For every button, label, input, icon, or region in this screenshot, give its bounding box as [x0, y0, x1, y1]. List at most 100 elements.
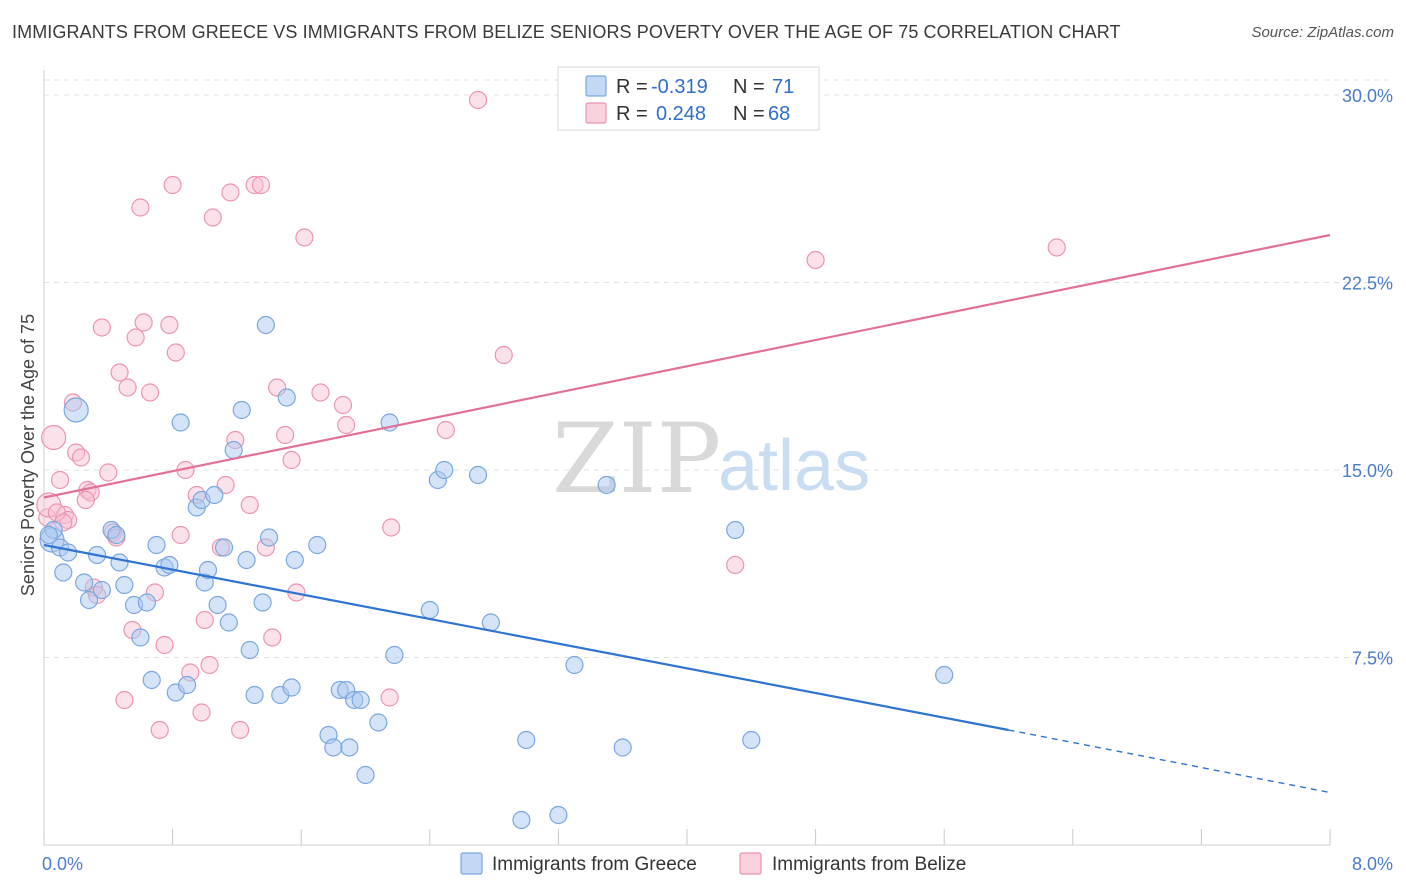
belize-point	[110, 363, 129, 382]
greece-point	[75, 573, 94, 592]
belize-point	[150, 720, 169, 740]
greece-point	[107, 525, 126, 545]
y-tick-label: 15.0%	[1342, 461, 1393, 481]
belize-point	[171, 525, 190, 545]
greece-point	[597, 475, 616, 495]
x-tick-labels: 0.0% 8.0%	[42, 854, 1393, 874]
greece-point	[282, 678, 301, 697]
belize-point	[726, 555, 745, 575]
belize-point	[245, 175, 264, 195]
chart-title: IMMIGRANTS FROM GREECE VS IMMIGRANTS FRO…	[12, 22, 1121, 42]
greece-point	[79, 590, 99, 610]
belize-point	[436, 420, 455, 440]
greece-point	[259, 528, 279, 547]
greece-points	[39, 315, 954, 830]
greece-point	[63, 397, 89, 423]
greece-point	[549, 805, 568, 825]
belize-point	[380, 688, 399, 707]
greece-point	[512, 810, 531, 830]
belize-point	[155, 635, 174, 655]
belize-point	[50, 470, 70, 490]
y-tick-label: 30.0%	[1342, 86, 1393, 106]
belize-r-value: 0.248	[656, 103, 706, 125]
greece-trend-extension	[1008, 729, 1331, 794]
belize-point	[251, 175, 271, 195]
axes	[43, 70, 1331, 846]
y-tick-label: 22.5%	[1342, 274, 1393, 294]
belize-point	[203, 208, 222, 227]
series-legend: Immigrants from Greece Immigrants from B…	[460, 852, 966, 875]
greece-swatch	[585, 75, 607, 97]
belize-point	[282, 450, 301, 470]
watermark-atlas: atlas	[718, 426, 870, 506]
belize-point	[118, 378, 137, 397]
greece-point	[142, 670, 161, 690]
greece-point	[285, 550, 304, 570]
belize-point	[231, 720, 250, 740]
greece-point	[517, 730, 536, 750]
belize-point	[134, 313, 153, 332]
greece-point	[224, 440, 243, 460]
belize-point	[166, 343, 185, 362]
belize-point	[311, 383, 330, 402]
greece-legend-swatch	[460, 852, 483, 875]
greece-point	[742, 730, 761, 750]
greece-point	[351, 690, 370, 710]
r-label: R =	[616, 103, 648, 125]
greece-point	[245, 685, 264, 705]
n-label: N =	[733, 103, 765, 125]
greece-point	[240, 640, 259, 660]
greece-point	[420, 600, 439, 620]
belize-point	[806, 250, 825, 270]
belize-point	[160, 315, 179, 335]
belize-point	[67, 443, 86, 462]
y-axis-label: Seniors Poverty Over the Age of 75	[18, 314, 38, 596]
greece-point	[54, 563, 73, 582]
greece-point	[253, 593, 272, 612]
greece-r-value: -0.319	[651, 76, 708, 98]
belize-point	[71, 448, 91, 467]
belize-point	[195, 610, 214, 630]
belize-legend-label: Immigrants from Belize	[772, 854, 966, 875]
greece-point	[198, 560, 218, 580]
greece-point	[137, 593, 156, 612]
belize-trend-line	[43, 233, 1331, 499]
greece-point	[356, 765, 375, 785]
watermark: ZIP atlas	[552, 403, 870, 515]
belize-point	[192, 703, 211, 722]
belize-point	[1047, 238, 1066, 257]
y-tick-labels: 7.5% 15.0% 22.5% 30.0%	[1342, 86, 1393, 669]
greece-point	[435, 460, 454, 480]
greece-point	[481, 613, 500, 632]
greece-point	[468, 465, 488, 485]
belize-point	[221, 183, 240, 202]
r-label: R =	[616, 76, 648, 98]
greece-point	[147, 535, 166, 555]
greece-point	[385, 645, 404, 665]
belize-point	[200, 655, 219, 675]
x-tick-label: 8.0%	[1352, 854, 1393, 874]
greece-point	[369, 713, 388, 732]
belize-point	[240, 495, 259, 515]
belize-point	[494, 345, 513, 365]
greece-point	[726, 520, 745, 540]
greece-point	[131, 628, 150, 647]
y-tick-label: 7.5%	[1352, 649, 1393, 669]
greece-point	[92, 580, 111, 600]
belize-point	[382, 518, 401, 537]
greece-point	[208, 595, 227, 615]
watermark-zip: ZIP	[552, 403, 721, 515]
greece-point	[177, 675, 197, 695]
belize-point	[126, 328, 145, 347]
greece-point	[59, 543, 78, 562]
belize-point	[276, 425, 295, 445]
belize-swatch	[585, 102, 607, 124]
greece-legend-label: Immigrants from Greece	[492, 854, 697, 875]
belize-point	[468, 90, 488, 110]
belize-point	[337, 415, 356, 435]
stats-legend: R = -0.319 N = 71 R = 0.248 N = 68	[557, 66, 820, 131]
belize-point	[295, 228, 314, 247]
belize-point	[92, 318, 111, 337]
x-tick-label: 0.0%	[42, 854, 83, 874]
